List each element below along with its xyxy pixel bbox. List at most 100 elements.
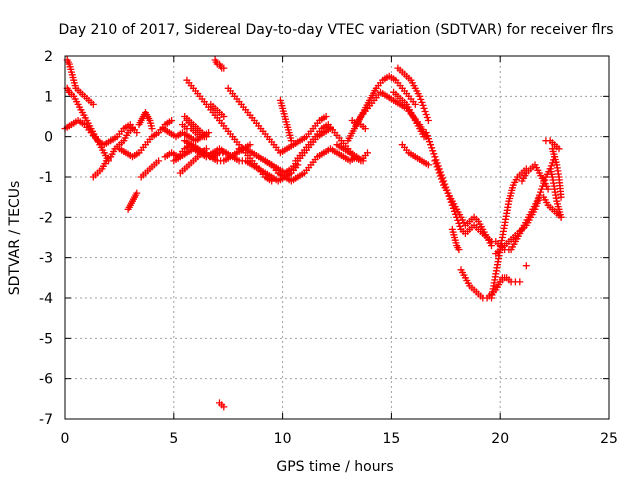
- series-seg18: [202, 149, 302, 185]
- series-seg4: [89, 125, 136, 181]
- series-seg20: [211, 56, 228, 72]
- data-point: [419, 101, 427, 109]
- data-point: [220, 403, 228, 411]
- data-point: [423, 114, 431, 121]
- series-seg25: [276, 96, 295, 145]
- data-point: [359, 157, 367, 165]
- y-tick-label: 0: [44, 130, 53, 146]
- series-seg43: [542, 137, 563, 153]
- data-point: [437, 175, 445, 183]
- data-point: [426, 138, 433, 146]
- data-point: [416, 92, 424, 100]
- data-point: [220, 64, 228, 72]
- data-point: [430, 150, 438, 158]
- data-point: [417, 95, 425, 103]
- data-point: [364, 149, 371, 157]
- data-point: [522, 262, 530, 270]
- plot-frame: [64, 55, 610, 420]
- data-point: [133, 189, 141, 197]
- series-seg42: [518, 161, 552, 193]
- series-seg46: [540, 193, 565, 221]
- x-tick-label: 25: [600, 431, 618, 447]
- data-point: [205, 129, 213, 137]
- data-point: [322, 113, 330, 120]
- series-seg33: [398, 141, 432, 169]
- data-point: [168, 117, 176, 124]
- data-point: [429, 147, 437, 155]
- y-tick-label: 2: [44, 49, 53, 65]
- y-tick-label: -2: [39, 210, 53, 226]
- series-seg19: [207, 100, 228, 120]
- data-point: [287, 137, 295, 145]
- data-point: [533, 197, 541, 205]
- data-point: [133, 129, 141, 137]
- y-tick-label: -1: [39, 170, 53, 186]
- data-point: [456, 222, 464, 230]
- data-point: [435, 169, 443, 177]
- data-point: [455, 219, 463, 227]
- series-seg6: [124, 189, 141, 213]
- data-points: [61, 56, 565, 411]
- y-tick-label: -3: [39, 251, 53, 267]
- series-seg45: [548, 145, 565, 201]
- data-point: [89, 100, 97, 108]
- data-point: [516, 278, 524, 286]
- data-point: [420, 104, 428, 112]
- data-point: [439, 178, 446, 186]
- data-point: [557, 213, 565, 221]
- data-point: [148, 125, 156, 133]
- data-point: [555, 145, 563, 153]
- data-point: [535, 191, 543, 199]
- y-tick-label: -7: [39, 412, 53, 428]
- data-point: [422, 111, 430, 118]
- series-seg27: [333, 141, 367, 165]
- data-point: [246, 141, 254, 149]
- data-point: [455, 246, 463, 254]
- data-point: [202, 133, 210, 141]
- data-point: [155, 157, 163, 165]
- data-point: [557, 193, 565, 201]
- data-point: [428, 144, 436, 152]
- data-point: [420, 133, 428, 141]
- data-point: [538, 185, 545, 193]
- series-seg28: [344, 88, 430, 145]
- data-point: [421, 108, 429, 115]
- x-axis-label: GPS time / hours: [276, 459, 393, 475]
- x-tick-label: 15: [382, 431, 400, 447]
- series-seg24: [261, 145, 361, 185]
- chart-title: Day 210 of 2017, Sidereal Day-to-day VTE…: [58, 22, 613, 38]
- y-tick-label: -6: [39, 372, 53, 388]
- y-tick-label: -5: [39, 331, 53, 347]
- series-seg36: [448, 225, 463, 254]
- data-point: [418, 98, 426, 106]
- data-point: [422, 129, 430, 137]
- data-point: [534, 194, 542, 202]
- series-seg21: [216, 399, 228, 411]
- x-tick-label: 10: [274, 431, 292, 447]
- data-point: [196, 133, 204, 141]
- series-seg44: [546, 165, 565, 221]
- series-seg22: [224, 84, 330, 157]
- grid: [65, 56, 609, 419]
- data-point: [424, 161, 432, 169]
- series-seg30: [348, 117, 369, 133]
- series-seg7: [137, 157, 163, 181]
- data-point: [424, 117, 432, 124]
- data-point: [423, 132, 431, 140]
- data-point: [537, 188, 544, 196]
- data-point: [220, 113, 228, 120]
- series-seg8: [135, 109, 156, 133]
- series-seg15: [181, 113, 210, 141]
- series-seg35: [431, 157, 495, 250]
- x-tick-label: 20: [491, 431, 509, 447]
- data-point: [431, 157, 439, 165]
- y-tick-label: -4: [39, 291, 53, 307]
- series-seg34: [422, 129, 513, 254]
- x-tick-label: 5: [169, 431, 178, 447]
- series-seg1: [63, 56, 97, 108]
- data-point: [436, 172, 444, 180]
- series-seg31: [394, 64, 432, 124]
